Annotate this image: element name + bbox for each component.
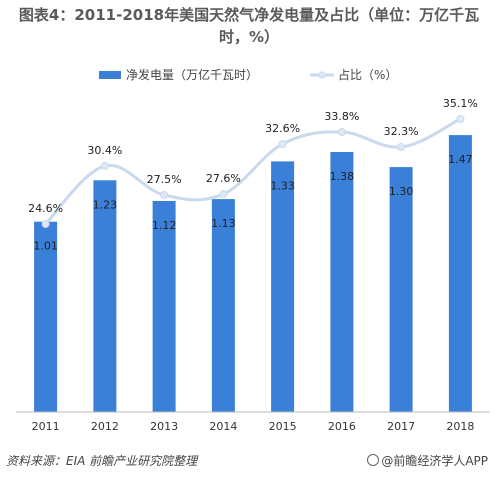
- share-labels-group: 24.6% 30.4% 27.5% 27.6% 32.6% 33.8% 32.3% 35.1%: [28, 97, 478, 215]
- share-markers-group: [41, 115, 465, 228]
- bar-value-label-2017: 1.30: [389, 185, 414, 198]
- source-note: 资料来源：EIA 前瞻产业研究院整理: [6, 454, 198, 468]
- bar-2015: [271, 161, 295, 412]
- share-value-label-2011: 24.6%: [28, 202, 63, 215]
- x-tick-label-2011: 2011: [32, 420, 60, 433]
- legend-bar-swatch: [99, 71, 121, 79]
- x-tick-label-2015: 2015: [269, 420, 297, 433]
- share-marker-2011: [41, 220, 50, 228]
- share-value-label-2013: 27.5%: [147, 173, 182, 186]
- bar-value-label-2013: 1.12: [152, 219, 177, 232]
- share-value-label-2014: 27.6%: [206, 172, 241, 185]
- bar-2013: [152, 201, 176, 412]
- legend-line-marker: [318, 71, 326, 79]
- bar-value-label-2011: 1.01: [33, 240, 58, 253]
- share-value-label-2017: 32.3%: [384, 125, 419, 138]
- share-marker-2016: [337, 128, 346, 136]
- share-marker-2012: [100, 162, 109, 170]
- x-tick-label-2018: 2018: [446, 420, 474, 433]
- share-marker-2015: [278, 140, 287, 148]
- bar-2012: [93, 180, 117, 412]
- share-value-label-2012: 30.4%: [87, 144, 122, 157]
- share-value-label-2016: 33.8%: [324, 110, 359, 123]
- legend: 净发电量（万亿千瓦时） 占比（%）: [99, 67, 397, 82]
- bar-2014: [211, 199, 235, 412]
- share-value-label-2015: 32.6%: [265, 122, 300, 135]
- bar-value-label-2015: 1.33: [270, 179, 295, 192]
- bar-2016: [330, 152, 354, 412]
- share-marker-2018: [456, 115, 465, 123]
- x-tick-label-2017: 2017: [387, 420, 415, 433]
- share-marker-2013: [160, 191, 169, 199]
- brand-logo-icon: [367, 454, 380, 466]
- x-tick-label-2012: 2012: [91, 420, 119, 433]
- brand-credit: @前瞻经济学人APP: [367, 452, 488, 469]
- share-value-label-2018: 35.1%: [443, 97, 478, 110]
- bar-2017: [389, 167, 413, 412]
- legend-line-label: 占比（%）: [338, 67, 397, 82]
- bar-value-label-2016: 1.38: [330, 170, 355, 183]
- chart-title: 图表4：2011-2018年美国天然气净发电量及占比（单位：万亿千瓦时，%）: [18, 6, 480, 46]
- bar-2011: [34, 221, 58, 412]
- bar-labels-group: 1.01 1.23 1.12 1.13 1.33 1.38 1.30 1.47: [33, 153, 472, 253]
- share-marker-2017: [397, 143, 406, 151]
- brand-text: @前瞻经济学人APP: [381, 454, 488, 468]
- x-tick-label-2016: 2016: [328, 420, 356, 433]
- legend-bar-label: 净发电量（万亿千瓦时）: [126, 67, 258, 82]
- bars-group: [34, 135, 472, 412]
- bar-value-label-2018: 1.47: [448, 153, 473, 166]
- x-axis-ticks: 2011 2012 2013 2014 2015 2016 2017 2018: [32, 420, 475, 433]
- x-tick-label-2013: 2013: [150, 420, 178, 433]
- bar-value-label-2012: 1.23: [93, 198, 118, 211]
- bar-value-label-2014: 1.13: [211, 217, 236, 230]
- bar-2018: [448, 135, 472, 412]
- share-marker-2014: [219, 190, 228, 198]
- x-tick-label-2014: 2014: [209, 420, 237, 433]
